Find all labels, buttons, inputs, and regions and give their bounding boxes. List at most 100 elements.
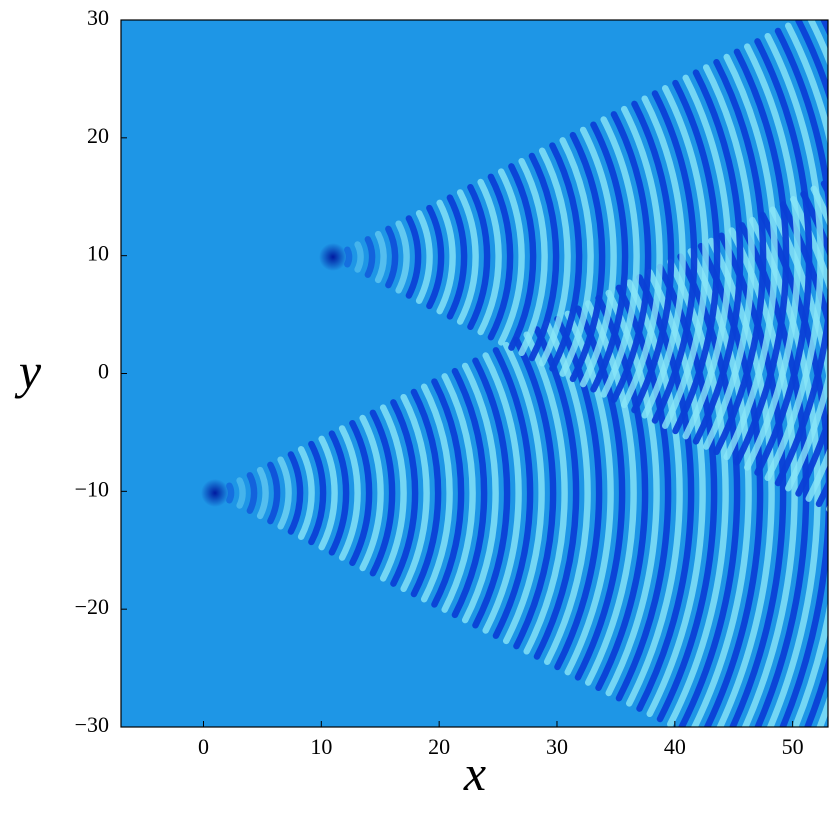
- wave-front: [456, 189, 479, 325]
- x-tick-label: 40: [664, 734, 686, 759]
- wave-front: [482, 352, 522, 634]
- wave-front: [620, 105, 663, 409]
- wave-front: [795, 20, 828, 497]
- x-tick-label: 30: [546, 734, 568, 759]
- wave-front: [477, 178, 502, 336]
- wave-front: [354, 241, 364, 273]
- source-blob: [201, 479, 229, 507]
- wave-front: [697, 242, 764, 727]
- x-tick-label: 0: [198, 734, 209, 759]
- wave-front: [451, 367, 488, 619]
- y-tick-label: 0: [98, 359, 109, 384]
- wave-front: [497, 168, 525, 346]
- wave-front: [600, 116, 640, 398]
- wave-front: [287, 451, 304, 535]
- wave-front: [390, 399, 419, 587]
- wave-front: [513, 336, 557, 650]
- wave-front: [733, 48, 790, 466]
- source-blob: [319, 243, 347, 271]
- wave-front: [779, 201, 828, 727]
- wave-front: [687, 248, 752, 727]
- wave-front: [226, 482, 235, 504]
- wave-front: [415, 210, 433, 304]
- wave-front: [682, 74, 732, 440]
- y-tick-label: 10: [87, 241, 109, 266]
- wave-front: [723, 53, 778, 461]
- wave-front: [774, 27, 828, 487]
- wave-front: [508, 163, 537, 351]
- wave-front: [344, 246, 353, 268]
- wave-front: [297, 446, 315, 540]
- wave-front: [318, 435, 338, 551]
- wave-front: [549, 142, 583, 372]
- wave-front: [754, 38, 813, 476]
- wave-front: [246, 472, 258, 514]
- wave-front: [661, 85, 709, 429]
- wave-front: [615, 284, 672, 702]
- wave-field: [201, 20, 828, 727]
- wave-front: [713, 58, 767, 456]
- wave-front: [405, 215, 422, 299]
- wave-front: [487, 173, 514, 341]
- y-tick-label: −10: [75, 476, 109, 501]
- wave-front: [610, 111, 652, 403]
- wave-front: [579, 126, 617, 388]
- wave-front: [502, 341, 545, 645]
- wave-front: [533, 326, 580, 660]
- wave-front: [764, 32, 824, 482]
- wave-front: [426, 204, 445, 310]
- wave-front: [631, 100, 675, 414]
- wave-front: [369, 409, 396, 577]
- wave-front: [374, 230, 387, 284]
- x-tick-label: 10: [310, 734, 332, 759]
- wave-front: [492, 347, 534, 639]
- wave-front: [590, 121, 629, 393]
- wave-front: [364, 236, 376, 278]
- wave-front: [605, 289, 660, 697]
- wave-front: [256, 466, 269, 520]
- wave-front: [308, 440, 327, 546]
- wave-front: [641, 95, 686, 419]
- y-tick-label: −20: [75, 594, 109, 619]
- wave-front: [538, 147, 571, 367]
- wave-front: [564, 310, 614, 676]
- wave-front: [559, 137, 594, 377]
- wave-front: [328, 430, 350, 556]
- wave-front: [569, 131, 606, 383]
- wave-front: [626, 279, 683, 707]
- wave-front: [574, 305, 626, 681]
- wave-front: [349, 419, 373, 567]
- x-axis-label: x: [463, 745, 486, 801]
- wave-front: [523, 331, 568, 655]
- wave-front: [267, 461, 281, 525]
- wave-front: [410, 388, 442, 598]
- wave-front: [379, 404, 407, 582]
- wave-front: [277, 456, 292, 530]
- wave-front: [461, 362, 499, 624]
- wave-front: [359, 414, 384, 572]
- wave-front: [467, 183, 491, 331]
- wave-front: [672, 79, 721, 435]
- x-tick-label: 20: [428, 734, 450, 759]
- wave-front: [441, 373, 476, 613]
- wave-front: [400, 393, 430, 593]
- wave-front: [436, 199, 456, 315]
- wave-front: [518, 157, 548, 357]
- wave-front: [692, 69, 744, 445]
- wave-front: [395, 220, 410, 294]
- wave-front: [472, 357, 511, 629]
- wave-front: [785, 22, 828, 492]
- wave-front: [677, 253, 741, 727]
- wave-front: [338, 425, 361, 561]
- wave-front: [431, 378, 465, 608]
- wave-front: [236, 477, 246, 509]
- x-tick-label: 50: [782, 734, 804, 759]
- wave-front: [708, 237, 775, 727]
- wave-front: [385, 225, 399, 289]
- y-axis-label: y: [14, 343, 42, 399]
- y-tick-label: −30: [75, 712, 109, 737]
- wave-front: [651, 90, 698, 424]
- y-tick-label: 20: [87, 123, 109, 148]
- wave-front: [420, 383, 453, 603]
